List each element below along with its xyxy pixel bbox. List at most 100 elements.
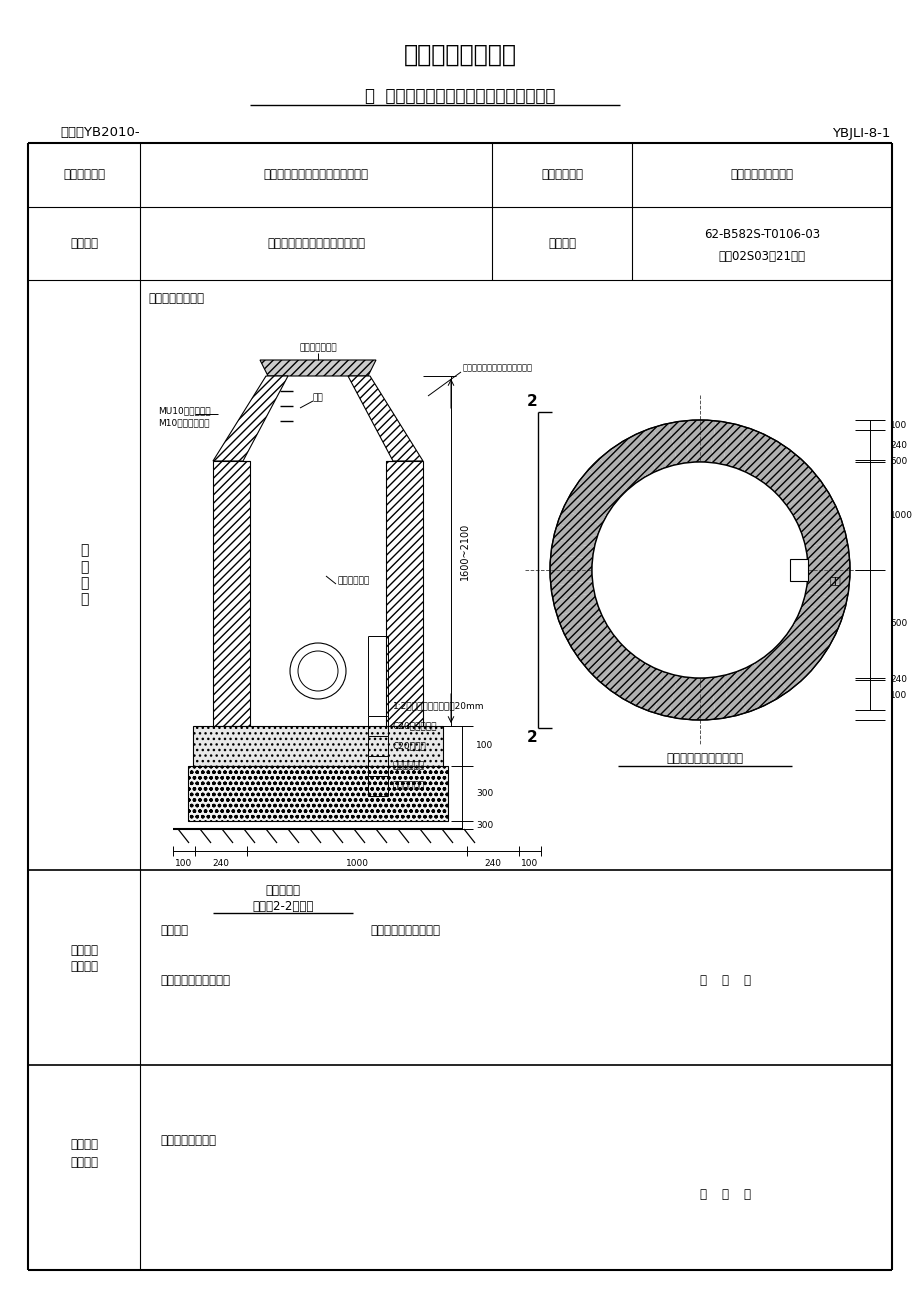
Wedge shape: [562, 495, 606, 526]
Wedge shape: [550, 555, 592, 570]
Wedge shape: [743, 434, 774, 477]
Wedge shape: [588, 642, 627, 681]
Wedge shape: [624, 434, 655, 477]
Polygon shape: [260, 359, 376, 376]
Wedge shape: [793, 615, 836, 644]
Text: （甘02S03，21页）: （甘02S03，21页）: [718, 250, 805, 263]
Circle shape: [298, 651, 337, 691]
Text: 所区、雨水、污水、排水检查井: 所区、雨水、污水、排水检查井: [267, 237, 365, 250]
Text: 1:2防水水泥砂浆抹面厚20mm: 1:2防水水泥砂浆抹面厚20mm: [392, 702, 484, 711]
Text: 1000: 1000: [346, 858, 369, 867]
Text: 1000: 1000: [889, 512, 912, 521]
Text: 240: 240: [212, 858, 229, 867]
Text: 分项工程名称: 分项工程名称: [540, 168, 583, 181]
Text: 施工图号: 施工图号: [548, 237, 575, 250]
Text: 单位工程名称: 单位工程名称: [62, 168, 105, 181]
Wedge shape: [805, 581, 848, 602]
Wedge shape: [578, 634, 619, 671]
Text: 监理单位: 监理单位: [70, 1138, 98, 1151]
Wedge shape: [771, 458, 811, 497]
Wedge shape: [802, 592, 845, 616]
Wedge shape: [570, 624, 612, 659]
Polygon shape: [386, 461, 423, 727]
Wedge shape: [779, 470, 821, 506]
Text: 排水、雨水: 排水、雨水: [266, 884, 301, 897]
Wedge shape: [599, 449, 636, 490]
Wedge shape: [639, 427, 666, 471]
Wedge shape: [743, 664, 774, 707]
Wedge shape: [802, 523, 845, 548]
Text: 300: 300: [475, 820, 493, 829]
Text: C20混凝土: C20混凝土: [392, 742, 426, 750]
Wedge shape: [807, 570, 849, 586]
Text: 班组长：: 班组长：: [160, 923, 187, 936]
Wedge shape: [611, 440, 645, 483]
Text: 2: 2: [526, 730, 537, 746]
Wedge shape: [710, 676, 731, 719]
Wedge shape: [787, 624, 829, 659]
Text: 项目专业技术负责人：: 项目专业技术负责人：: [160, 974, 230, 987]
Text: 240: 240: [484, 858, 501, 867]
Wedge shape: [798, 603, 842, 631]
Polygon shape: [347, 376, 423, 461]
Wedge shape: [550, 539, 594, 559]
Text: 验
收
内
容: 验 收 内 容: [80, 544, 88, 607]
Text: 62-B582S-T0106-03: 62-B582S-T0106-03: [703, 228, 819, 241]
Wedge shape: [599, 650, 636, 691]
Wedge shape: [552, 592, 596, 616]
Wedge shape: [611, 658, 645, 700]
Text: 240: 240: [889, 440, 906, 449]
Text: 编号：YB2010-: 编号：YB2010-: [60, 126, 140, 139]
Wedge shape: [779, 634, 821, 671]
Wedge shape: [668, 676, 688, 719]
Text: 240: 240: [889, 674, 906, 684]
Wedge shape: [732, 669, 760, 712]
Wedge shape: [787, 482, 829, 516]
Text: 项目专业质量检查员：: 项目专业质量检查员：: [369, 923, 439, 936]
Polygon shape: [187, 766, 448, 822]
Wedge shape: [771, 642, 811, 681]
Text: 检查结果: 检查结果: [70, 961, 98, 974]
Text: 年    月    日: 年 月 日: [699, 974, 750, 987]
Wedge shape: [562, 615, 606, 644]
Text: 钢筋混凝土管: 钢筋混凝土管: [337, 577, 369, 586]
Text: 100: 100: [475, 742, 493, 750]
Text: 验收部位: 验收部位: [70, 237, 98, 250]
Text: 井盖及井盖支撑: 井盖及井盖支撑: [299, 344, 336, 353]
Wedge shape: [699, 421, 715, 462]
Wedge shape: [684, 677, 699, 720]
Text: YBJLⅠ-8-1: YBJLⅠ-8-1: [831, 126, 889, 139]
Wedge shape: [710, 421, 731, 465]
Wedge shape: [805, 539, 848, 559]
Wedge shape: [550, 570, 592, 586]
Text: （  ＿＿雨水、污水检查井砌体＿＿工程）: （ ＿＿雨水、污水检查井砌体＿＿工程）: [364, 87, 555, 105]
Wedge shape: [793, 495, 836, 526]
Text: M10水泥砂浆砌筑: M10水泥砂浆砌筑: [158, 418, 210, 427]
Wedge shape: [763, 650, 800, 691]
Text: 原土砂砾垫层: 原土砂砾垫层: [392, 781, 425, 790]
Wedge shape: [588, 458, 627, 497]
Wedge shape: [652, 673, 676, 716]
Wedge shape: [557, 509, 601, 536]
Wedge shape: [732, 427, 760, 471]
Text: 简图及隐蔽内容：: 简图及隐蔽内容：: [148, 292, 204, 305]
Text: 验收结论: 验收结论: [70, 1155, 98, 1168]
Wedge shape: [721, 673, 745, 716]
Wedge shape: [754, 658, 788, 700]
Polygon shape: [193, 727, 443, 766]
Wedge shape: [668, 421, 688, 465]
Text: 500: 500: [889, 620, 906, 629]
Wedge shape: [652, 423, 676, 467]
Wedge shape: [550, 581, 594, 602]
Text: 2: 2: [526, 395, 537, 410]
Wedge shape: [807, 555, 849, 570]
Text: 室外给排水及雨污水系统建构筑物: 室外给排水及雨污水系统建构筑物: [263, 168, 369, 181]
Text: C20混凝土流槽: C20混凝土流槽: [392, 721, 437, 730]
Text: 1600~2100: 1600~2100: [460, 522, 470, 579]
Wedge shape: [578, 470, 619, 506]
Text: 脚步: 脚步: [312, 393, 323, 402]
Text: 雨水、排水管道安装: 雨水、排水管道安装: [730, 168, 792, 181]
Text: 专业监理工程师：: 专业监理工程师：: [160, 1134, 216, 1147]
Text: 隐蔽工程验收记录: 隐蔽工程验收记录: [403, 43, 516, 66]
Text: 300: 300: [475, 789, 493, 798]
